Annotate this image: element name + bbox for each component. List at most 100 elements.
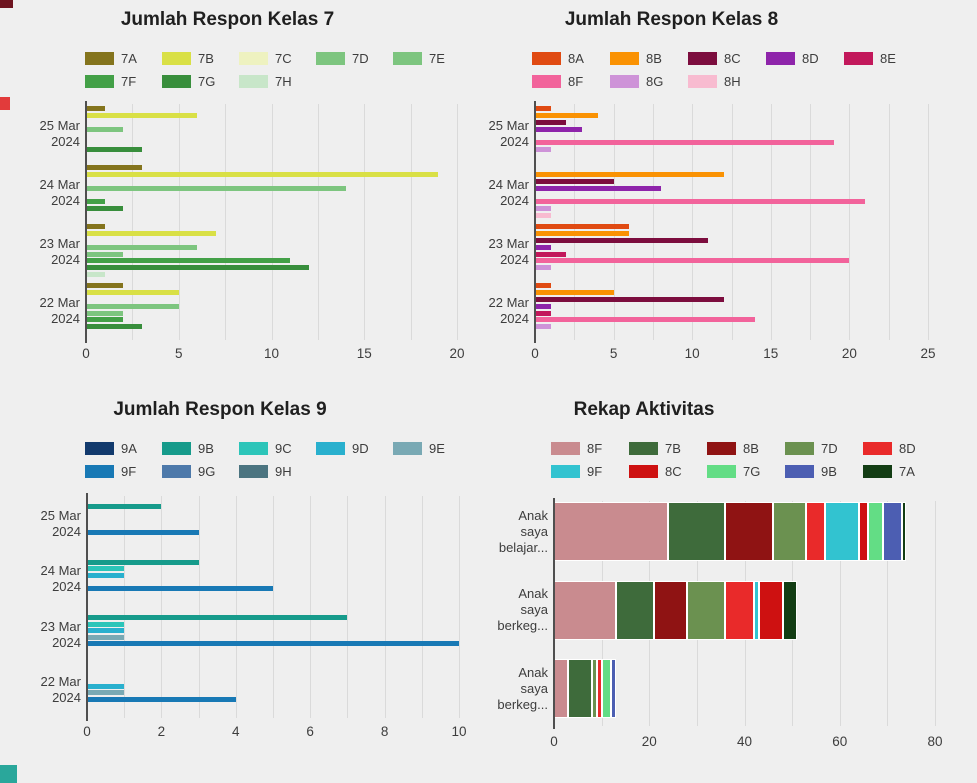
bar-9B-25-Mar-2024[interactable] [87, 504, 162, 510]
bottom-left-square [0, 765, 17, 783]
segment-7D-row1[interactable] [773, 502, 807, 561]
bar-7F-22-Mar-2024[interactable] [86, 317, 124, 323]
bar-8E-22-Mar-2024[interactable] [535, 310, 551, 316]
segment-7A-row1[interactable] [901, 502, 907, 561]
bar-7E-22-Mar-2024[interactable] [86, 310, 124, 316]
bar-8B-24-Mar-2024[interactable] [535, 172, 724, 178]
bar-8F-24-Mar-2024[interactable] [535, 199, 866, 205]
bar-7F-24-Mar-2024[interactable] [86, 199, 105, 205]
segment-7B-row1[interactable] [668, 502, 726, 561]
bar-7D-22-Mar-2024[interactable] [86, 303, 179, 309]
bar-7H-23-Mar-2024[interactable] [86, 271, 105, 277]
bar-9F-22-Mar-2024[interactable] [87, 696, 236, 702]
bar-9F-24-Mar-2024[interactable] [87, 585, 273, 591]
bar-7G-23-Mar-2024[interactable] [86, 265, 309, 271]
legend-item-9F: 9F [85, 463, 137, 479]
bar-8A-22-Mar-2024[interactable] [535, 283, 551, 289]
segment-8C-row1[interactable] [858, 502, 869, 561]
bar-9C-23-Mar-2024[interactable] [87, 621, 125, 627]
bar-9D-22-Mar-2024[interactable] [87, 683, 125, 689]
bar-8A-23-Mar-2024[interactable] [535, 224, 630, 230]
segment-7B-row2[interactable] [615, 580, 654, 640]
legend-swatch-9D [316, 441, 345, 455]
bar-8D-25-Mar-2024[interactable] [535, 126, 583, 132]
bar-9E-23-Mar-2024[interactable] [87, 634, 125, 640]
bar-8D-23-Mar-2024[interactable] [535, 244, 551, 250]
bar-7A-22-Mar-2024[interactable] [86, 283, 124, 289]
bar-7D-23-Mar-2024[interactable] [86, 244, 198, 250]
segment-7D-row3[interactable] [592, 659, 597, 719]
bar-9E-22-Mar-2024[interactable] [87, 690, 125, 696]
bar-8C-22-Mar-2024[interactable] [535, 296, 724, 302]
legend-item-7B: 7B [629, 441, 681, 456]
category-label-line: berkeg... [497, 618, 548, 634]
bar-8A-25-Mar-2024[interactable] [535, 106, 551, 112]
segment-7B-row3[interactable] [568, 659, 593, 719]
bar-7B-23-Mar-2024[interactable] [86, 231, 216, 237]
bar-7B-25-Mar-2024[interactable] [86, 113, 198, 119]
bar-9B-23-Mar-2024[interactable] [87, 615, 348, 621]
bar-8F-25-Mar-2024[interactable] [535, 140, 834, 146]
segment-7D-row2[interactable] [687, 580, 726, 640]
segment-8B-row1[interactable] [725, 502, 774, 561]
bar-8F-22-Mar-2024[interactable] [535, 317, 756, 323]
bar-9F-23-Mar-2024[interactable] [87, 641, 459, 647]
bar-7B-22-Mar-2024[interactable] [86, 290, 179, 296]
bar-9C-24-Mar-2024[interactable] [87, 566, 125, 572]
bar-7G-22-Mar-2024[interactable] [86, 324, 142, 330]
bar-8D-24-Mar-2024[interactable] [535, 185, 661, 191]
segment-8D-row2[interactable] [725, 580, 754, 640]
bar-7A-24-Mar-2024[interactable] [86, 165, 142, 171]
segment-7G-row3[interactable] [601, 659, 612, 719]
segment-8F-row1[interactable] [554, 502, 669, 561]
bar-8G-23-Mar-2024[interactable] [535, 265, 551, 271]
bar-7E-23-Mar-2024[interactable] [86, 251, 124, 257]
segment-8C-row2[interactable] [758, 580, 783, 640]
bar-7F-23-Mar-2024[interactable] [86, 258, 291, 264]
bar-9D-24-Mar-2024[interactable] [87, 572, 125, 578]
bar-7G-25-Mar-2024[interactable] [86, 147, 142, 153]
bar-8C-23-Mar-2024[interactable] [535, 237, 708, 243]
segment-8D-row3[interactable] [596, 659, 602, 719]
bar-8H-24-Mar-2024[interactable] [535, 212, 551, 218]
segment-9F-row2[interactable] [754, 580, 759, 640]
legend-swatch-8E [844, 51, 873, 65]
bar-8C-24-Mar-2024[interactable] [535, 178, 614, 184]
bar-9D-23-Mar-2024[interactable] [87, 628, 125, 634]
segment-9B-row3[interactable] [611, 659, 616, 719]
bar-8D-22-Mar-2024[interactable] [535, 303, 551, 309]
segment-8D-row1[interactable] [806, 502, 826, 561]
bar-8G-25-Mar-2024[interactable] [535, 147, 551, 153]
legend-item-9D: 9D [316, 441, 369, 456]
legend-label-9F: 9F [121, 463, 137, 479]
bar-8C-25-Mar-2024[interactable] [535, 119, 567, 125]
legend-label-7E: 7E [429, 50, 445, 66]
chart-title-kelas9: Jumlah Respon Kelas 9 [113, 399, 327, 420]
legend-swatch-9F [85, 464, 114, 478]
segment-8F-row3[interactable] [554, 659, 569, 719]
bar-7B-24-Mar-2024[interactable] [86, 172, 439, 178]
bar-9B-24-Mar-2024[interactable] [87, 559, 199, 565]
legend-label-7A: 7A [899, 463, 915, 479]
segment-9F-row1[interactable] [825, 502, 859, 561]
bar-7D-24-Mar-2024[interactable] [86, 185, 346, 191]
bar-7G-24-Mar-2024[interactable] [86, 206, 124, 212]
segment-7G-row1[interactable] [868, 502, 883, 561]
bar-8G-22-Mar-2024[interactable] [535, 324, 551, 330]
segment-7A-row2[interactable] [782, 580, 797, 640]
bar-8B-22-Mar-2024[interactable] [535, 290, 614, 296]
bar-7A-23-Mar-2024[interactable] [86, 224, 105, 230]
segment-8B-row2[interactable] [654, 580, 688, 640]
legend-item-8D: 8D [863, 441, 916, 456]
segment-8F-row2[interactable] [554, 580, 616, 640]
bar-8G-24-Mar-2024[interactable] [535, 206, 551, 212]
bar-7A-25-Mar-2024[interactable] [86, 106, 105, 112]
bar-8B-25-Mar-2024[interactable] [535, 113, 598, 119]
bar-8B-23-Mar-2024[interactable] [535, 231, 630, 237]
bar-8E-23-Mar-2024[interactable] [535, 251, 567, 257]
bar-8F-23-Mar-2024[interactable] [535, 258, 850, 264]
bar-7D-25-Mar-2024[interactable] [86, 126, 124, 132]
bar-9F-25-Mar-2024[interactable] [87, 530, 199, 536]
segment-9B-row1[interactable] [882, 502, 902, 561]
legend-swatch-7B [629, 441, 658, 455]
